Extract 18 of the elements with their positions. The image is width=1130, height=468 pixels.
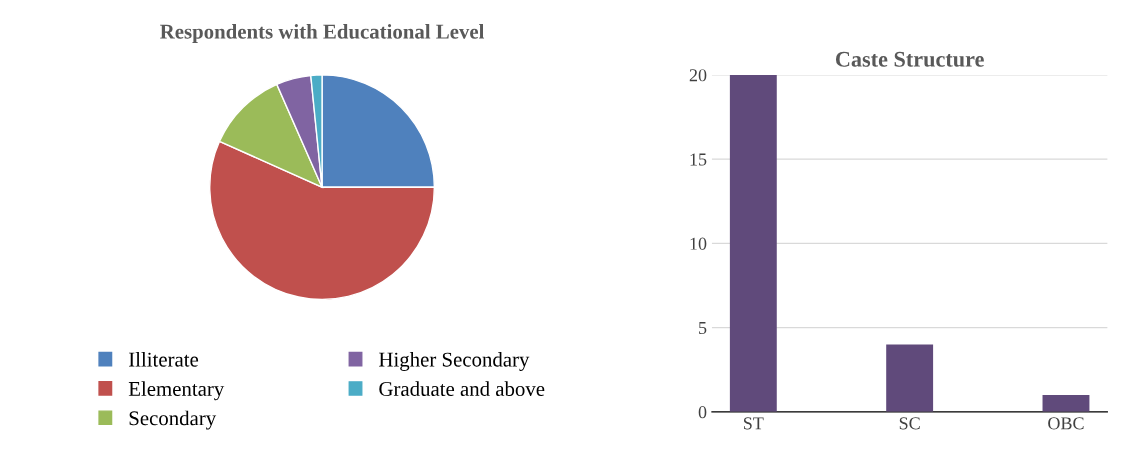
- bar: [886, 344, 934, 412]
- x-tick-label: OBC: [1048, 417, 1084, 430]
- y-tick-label: 0: [698, 406, 707, 419]
- legend-label: Elementary: [128, 381, 225, 401]
- legend-label: Illiterate: [129, 351, 199, 367]
- y-tick-label: 15: [690, 153, 707, 166]
- legend-label: Graduate and above: [379, 381, 545, 396]
- x-tick-label: SC: [899, 417, 920, 430]
- y-tick-label: 5: [699, 322, 707, 335]
- bar: [1042, 394, 1090, 412]
- y-tick-label: 10: [690, 237, 707, 250]
- legend-label: Secondary: [129, 410, 217, 430]
- chart-title: Caste Structure: [835, 51, 984, 67]
- bar: [729, 74, 777, 412]
- x-tick-label: ST: [744, 417, 764, 430]
- y-tick-label: 20: [689, 69, 707, 82]
- legend-label: Higher Secondary: [379, 351, 530, 371]
- chart-title: Respondents with Educational Level: [160, 24, 485, 43]
